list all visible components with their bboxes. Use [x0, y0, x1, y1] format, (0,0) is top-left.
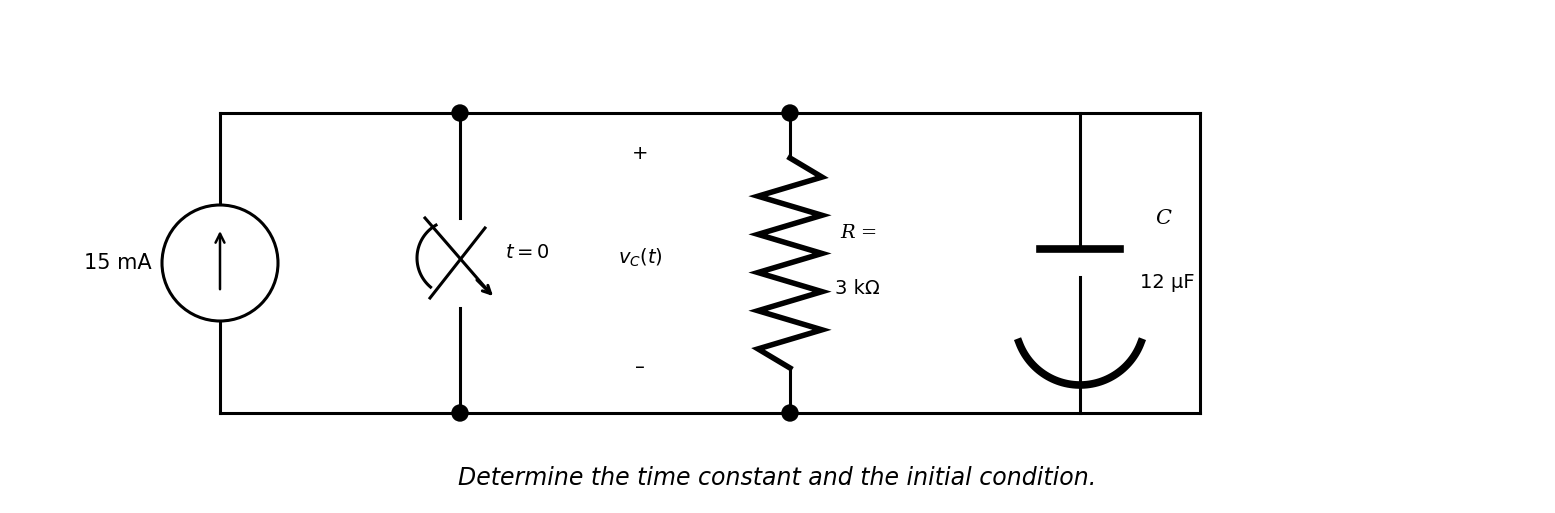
Text: $t = 0$: $t = 0$	[505, 244, 549, 262]
Text: +: +	[631, 144, 648, 163]
Text: 15 mA: 15 mA	[84, 253, 152, 273]
Text: $v_C(t)$: $v_C(t)$	[617, 247, 662, 269]
Text: 3 kΩ: 3 kΩ	[835, 279, 880, 298]
Text: R =: R =	[840, 224, 877, 242]
Circle shape	[453, 405, 468, 421]
Text: Determine the time constant and the initial condition.: Determine the time constant and the init…	[459, 466, 1096, 490]
Text: C: C	[1155, 208, 1171, 227]
Circle shape	[453, 105, 468, 121]
Text: –: –	[634, 359, 645, 378]
Text: 12 μF: 12 μF	[1140, 273, 1194, 292]
Circle shape	[782, 405, 798, 421]
Circle shape	[782, 105, 798, 121]
